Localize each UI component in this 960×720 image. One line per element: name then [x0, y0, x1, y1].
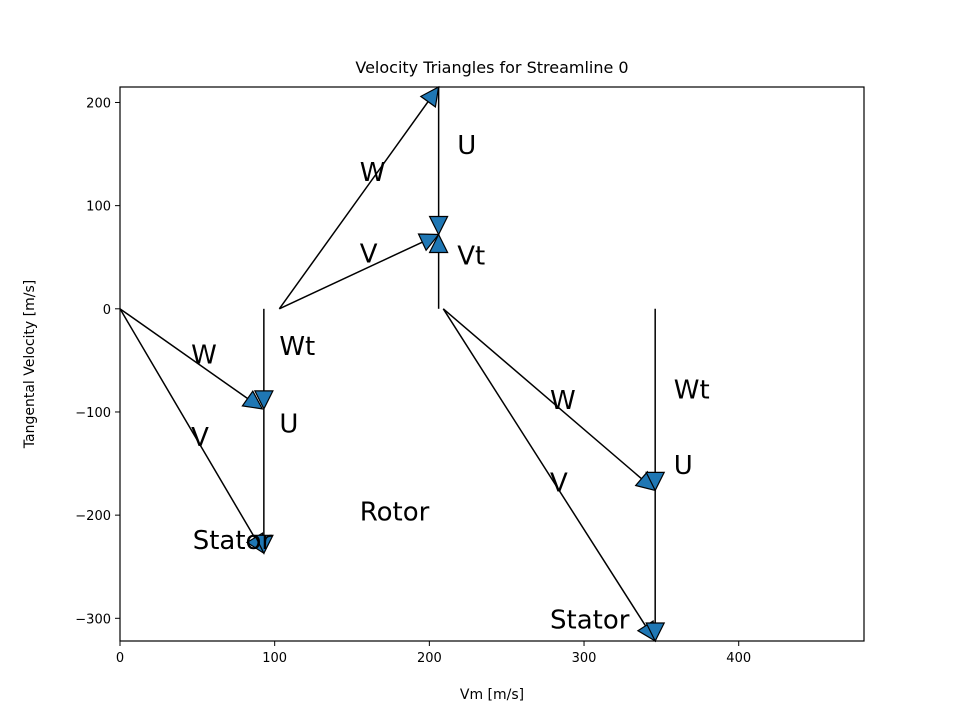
annotation-label: Vt	[457, 241, 485, 271]
rotor-V-vector	[279, 241, 423, 310]
x-axis-ticks: 0 100 200 300 400	[116, 641, 751, 666]
annotation-label: Stator	[550, 606, 630, 636]
x-tick-label: 400	[726, 651, 751, 666]
y-tick-label: 200	[86, 96, 111, 111]
annotation-label: U	[457, 131, 476, 161]
rotor-W-vector	[278, 101, 429, 310]
rotor-V-arrowhead	[417, 233, 440, 252]
annotation-label: W	[550, 386, 576, 416]
annotation-label: V	[191, 423, 209, 453]
stator-in-W-vector	[119, 308, 249, 400]
stator-out-V-vector	[442, 308, 647, 627]
y-tick-label: −300	[75, 612, 111, 627]
rotor-W-arrowhead	[419, 85, 440, 108]
plot-frame	[119, 86, 865, 642]
y-tick-label: −100	[75, 406, 111, 421]
y-tick-label: 0	[103, 303, 111, 318]
annotation-label: Rotor	[360, 497, 430, 527]
stator-in-V-vector	[119, 308, 256, 539]
annotation-label: W	[191, 340, 217, 370]
y-axis-ticks: −300 −200 −100 0 100 200	[75, 96, 120, 627]
annotation-label: Stator	[193, 526, 273, 556]
x-axis-label: Vm [m/s]	[460, 687, 524, 703]
rotor-Vt-arrowhead	[428, 233, 449, 254]
x-tick-label: 100	[262, 651, 287, 666]
annotations-layer: W V Wt U Stator W V U Vt Rotor W V Wt U Stator	[191, 131, 710, 636]
annotation-label: Wt	[674, 376, 710, 406]
stator-out-W-vector	[442, 308, 643, 480]
x-tick-label: 200	[417, 651, 442, 666]
y-tick-label: −200	[75, 509, 111, 524]
plot-area	[120, 87, 864, 641]
stator-out-U-arrowhead	[645, 622, 666, 643]
annotation-label: U	[279, 410, 298, 440]
stator-in-W-arrowhead	[241, 390, 264, 410]
y-tick-label: 100	[86, 200, 111, 215]
y-axis-label: Tangental Velocity [m/s]	[22, 280, 38, 449]
vectors-layer	[119, 85, 666, 643]
annotation-label: Wt	[279, 332, 315, 362]
stator-in-U-arrowhead	[253, 534, 274, 555]
annotation-label: V	[360, 239, 378, 269]
annotation-label: W	[360, 158, 386, 188]
x-tick-label: 0	[116, 651, 124, 666]
stator-in-Wt-arrowhead	[253, 390, 274, 411]
annotation-label: V	[550, 468, 568, 498]
chart-title: Velocity Triangles for Streamline 0	[355, 58, 628, 77]
annotation-label: U	[674, 451, 693, 481]
rotor-U-arrowhead	[428, 215, 449, 236]
stator-out-Wt-arrowhead	[645, 471, 666, 492]
x-tick-label: 300	[572, 651, 597, 666]
